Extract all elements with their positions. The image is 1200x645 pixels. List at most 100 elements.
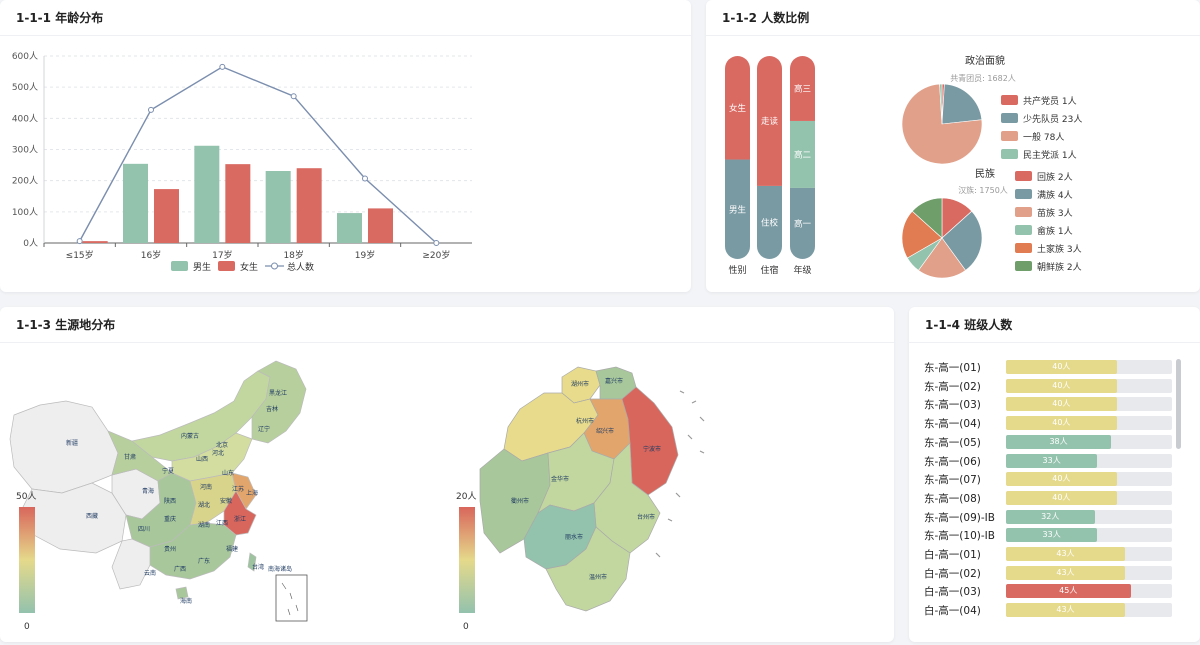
map-region-taiwan[interactable]	[247, 552, 257, 572]
bar-male[interactable]	[337, 213, 362, 243]
pie-legend-swatch[interactable]	[1015, 171, 1032, 181]
map-region-yunnan[interactable]	[111, 538, 151, 590]
pie-slice[interactable]	[941, 210, 983, 271]
class-row[interactable]: 东-高一(10)-IB 33人	[909, 527, 1200, 544]
class-row[interactable]: 东-高一(05) 38人	[909, 434, 1200, 451]
pie-legend-label[interactable]: 满族 4人	[1037, 189, 1073, 201]
class-row[interactable]: 东-高一(03) 40人	[909, 396, 1200, 413]
class-row[interactable]: 东-高一(04) 40人	[909, 415, 1200, 432]
zj-visual-bar[interactable]	[459, 507, 475, 613]
class-bar[interactable]: 33人	[1006, 453, 1098, 468]
class-bar[interactable]: 38人	[1006, 434, 1112, 449]
stack-bar[interactable]	[725, 56, 750, 259]
class-list-scrollbar[interactable]	[1176, 359, 1181, 449]
class-bar[interactable]: 40人	[1006, 397, 1117, 412]
pie-legend-label[interactable]: 朝鲜族 2人	[1037, 261, 1082, 273]
map-region-zhejiang-cn[interactable]	[223, 490, 257, 536]
class-bar[interactable]: 43人	[1006, 547, 1125, 561]
pie-legend-swatch[interactable]	[1015, 261, 1032, 271]
line-total-point[interactable]	[148, 106, 154, 113]
class-bar[interactable]: 43人	[1006, 603, 1125, 618]
class-row[interactable]: 东-高一(09)-IB 32人	[909, 509, 1200, 526]
class-bar[interactable]: 40人	[1006, 378, 1117, 393]
china-visual-bar[interactable]	[19, 507, 35, 613]
pie-legend-label[interactable]: 苗族 3人	[1037, 207, 1073, 219]
class-size-list[interactable]: 东-高一(01) 40人 东-高一(02) 40人 东-高一(03) 40人 东-高一(04…	[909, 359, 1200, 635]
bar-female[interactable]	[296, 168, 322, 243]
pie-legend-label[interactable]: 土家族 3人	[1037, 243, 1082, 255]
line-total-point[interactable]	[290, 93, 297, 100]
pie-legend-label[interactable]: 回族 2人	[1037, 171, 1073, 183]
legend-label[interactable]: 男生	[193, 261, 211, 273]
pie-legend-label[interactable]: 畲族 1人	[1037, 225, 1073, 237]
line-total-point[interactable]	[76, 238, 83, 245]
map-region-neimenggu[interactable]	[131, 370, 271, 462]
class-bar[interactable]: 40人	[1006, 360, 1117, 374]
pie-legend-swatch[interactable]	[1015, 207, 1032, 217]
bar-male[interactable]	[123, 163, 148, 243]
pie-legend-swatch[interactable]	[1001, 149, 1018, 159]
class-bar[interactable]: 32人	[1006, 509, 1095, 524]
stack-bar[interactable]	[757, 56, 782, 259]
pie-legend-swatch[interactable]	[1001, 95, 1018, 105]
pie-legend-swatch[interactable]	[1015, 189, 1032, 199]
pie-slice[interactable]	[911, 197, 943, 239]
class-bar[interactable]: 40人	[1006, 472, 1117, 487]
class-row[interactable]: 东-高一(06) 33人	[909, 453, 1200, 470]
stack-segment[interactable]	[790, 120, 815, 188]
class-row[interactable]: 白-高一(04) 43人	[909, 602, 1200, 619]
map-region-ningbo[interactable]	[621, 386, 679, 496]
class-row[interactable]: 白-高一(01) 43人	[909, 546, 1200, 563]
stack-bar[interactable]	[790, 56, 815, 259]
pie-slice[interactable]	[901, 83, 983, 165]
legend-label[interactable]: 女生	[240, 261, 258, 273]
zhejiang-map[interactable]	[479, 366, 705, 612]
legend-label[interactable]: 总人数	[287, 261, 314, 273]
stack-segment[interactable]	[757, 185, 782, 259]
map-region-dongbei[interactable]	[251, 360, 307, 444]
class-row[interactable]: 东-高一(08) 40人	[909, 490, 1200, 507]
class-bar[interactable]: 40人	[1006, 416, 1117, 431]
map-region-jiangsu[interactable]	[231, 472, 257, 510]
pie-legend-swatch[interactable]	[1001, 131, 1018, 141]
pie-legend-swatch[interactable]	[1015, 225, 1032, 235]
pie-slice[interactable]	[901, 210, 943, 259]
legend-swatch[interactable]	[218, 261, 235, 271]
pie-legend-label[interactable]: 民主党派 1人	[1023, 149, 1077, 161]
bar-female[interactable]	[82, 241, 108, 243]
bar-female[interactable]	[154, 189, 179, 243]
class-bar[interactable]: 43人	[1006, 565, 1125, 580]
stack-segment[interactable]	[725, 56, 750, 160]
class-bar[interactable]: 40人	[1006, 490, 1117, 505]
stack-segment[interactable]	[725, 159, 750, 259]
pie-legend-label[interactable]: 一般 78人	[1023, 131, 1064, 143]
class-row[interactable]: 东-高一(01) 40人	[909, 359, 1200, 376]
stack-segment[interactable]	[790, 56, 815, 121]
pie-legend-label[interactable]: 共产党员 1人	[1023, 95, 1077, 107]
bar-male[interactable]	[265, 171, 291, 243]
line-total-point[interactable]	[219, 63, 226, 70]
map-region-xinjiang[interactable]	[9, 400, 119, 494]
map-region-south[interactable]	[149, 522, 237, 580]
pie-legend-swatch[interactable]	[1001, 113, 1018, 123]
bar-female[interactable]	[368, 208, 393, 243]
class-row[interactable]: 白-高一(02) 43人	[909, 565, 1200, 582]
stack-segment[interactable]	[757, 56, 782, 186]
map-region-taizhou[interactable]	[593, 442, 661, 554]
pie-slice[interactable]	[918, 237, 966, 279]
map-region-xizang[interactable]	[21, 482, 127, 554]
pie-slice[interactable]	[941, 83, 983, 125]
map-region-hainan[interactable]	[175, 586, 189, 600]
class-row[interactable]: 白-高一(03) 45人	[909, 583, 1200, 600]
map-region-wenzhou[interactable]	[545, 526, 631, 612]
line-total-point[interactable]	[433, 240, 440, 246]
class-row[interactable]: 东-高一(02) 40人	[909, 378, 1200, 395]
bar-male[interactable]	[194, 145, 220, 243]
bar-female[interactable]	[225, 164, 251, 243]
pie-legend-swatch[interactable]	[1015, 243, 1032, 253]
class-bar[interactable]: 33人	[1006, 528, 1098, 543]
line-total-point[interactable]	[362, 175, 368, 182]
china-map[interactable]	[9, 360, 308, 622]
pie-slice[interactable]	[939, 83, 943, 125]
legend-swatch[interactable]	[171, 261, 188, 271]
